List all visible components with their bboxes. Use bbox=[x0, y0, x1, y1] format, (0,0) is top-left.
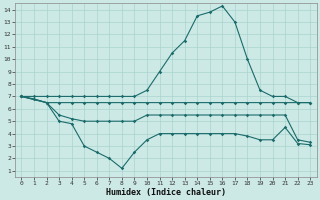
X-axis label: Humidex (Indice chaleur): Humidex (Indice chaleur) bbox=[106, 188, 226, 197]
